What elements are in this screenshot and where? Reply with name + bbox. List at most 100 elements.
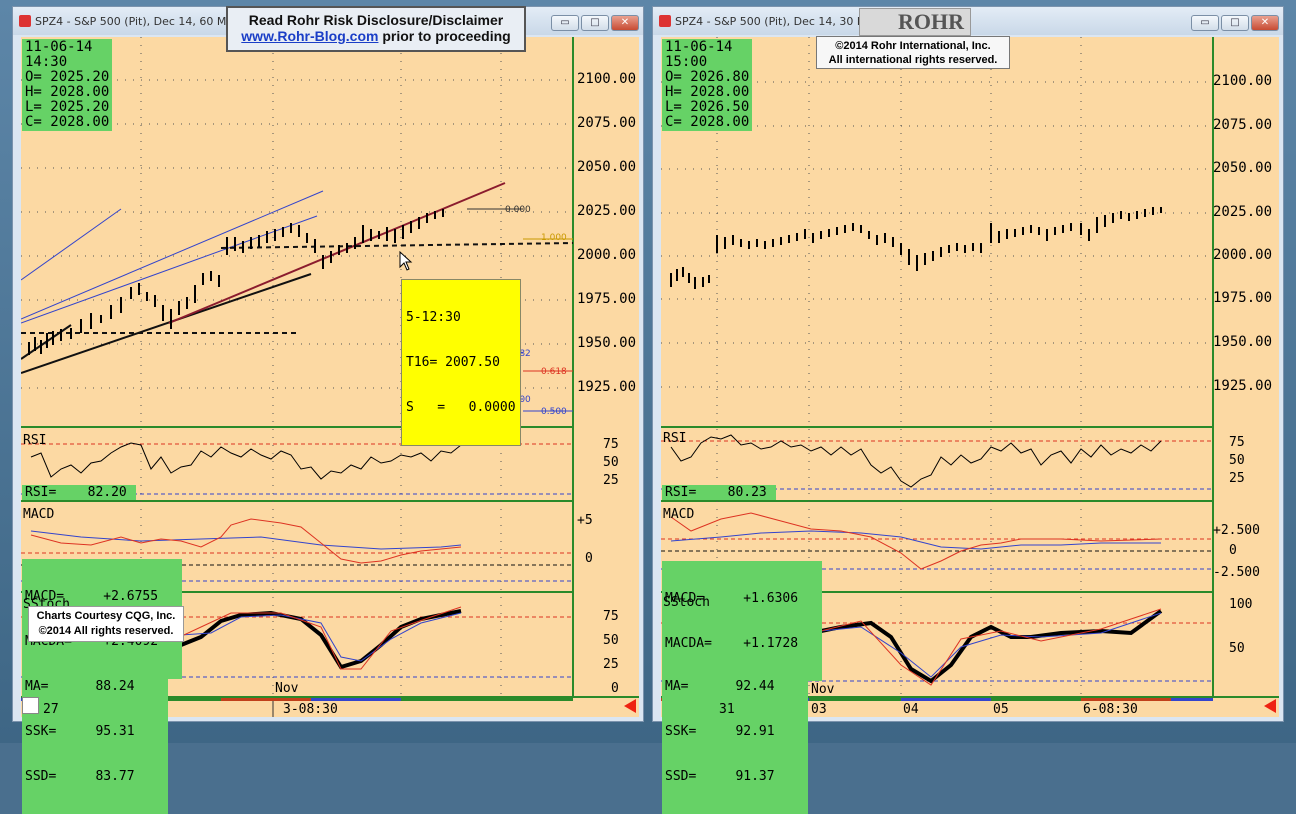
price-tick: 2050.00	[577, 159, 637, 175]
fib-label: 0.618	[541, 367, 567, 377]
cursor-s: S = 0.0000	[406, 400, 516, 415]
ma-value: MA= 92.44	[665, 679, 775, 694]
right-chart-graphics	[661, 37, 1279, 701]
ohlc-open: O= 2025.20	[25, 69, 110, 85]
ohlc-time: 15:00	[665, 54, 708, 70]
ohlc-open: O= 2026.80	[665, 69, 750, 85]
ohlc-date: 11-06-14	[25, 39, 93, 55]
fib-label: 0.000	[505, 205, 531, 215]
cqg-app-icon	[19, 15, 31, 27]
sstoch-tick: 0	[611, 681, 619, 696]
right-window-title: SPZ4 - S&P 500 (Pit), Dec 14, 30 Min	[675, 15, 877, 28]
fib-label: 1.000	[541, 233, 567, 243]
left-window-title: SPZ4 - S&P 500 (Pit), Dec 14, 60 Min	[35, 15, 237, 28]
macda-value: MACDA= +1.1728	[665, 636, 799, 651]
x-axis-label: 31	[719, 702, 735, 717]
left-close-button[interactable]: ✕	[611, 15, 639, 31]
sstoch-values: MA= 92.44 SSK= 92.91 SSD= 91.37	[662, 649, 808, 814]
price-tick: 2000.00	[577, 247, 637, 263]
right-ohlc-box: 11-06-14 15:00 O= 2026.80 H= 2028.00 L= …	[662, 39, 753, 131]
rsi-value: RSI= 82.20	[22, 485, 136, 500]
price-tick: 2025.00	[577, 203, 637, 219]
price-tick: 2075.00	[1213, 117, 1273, 133]
right-chart-window[interactable]: SPZ4 - S&P 500 (Pit), Dec 14, 30 Min ▭ □…	[652, 6, 1284, 814]
price-tick: 2025.00	[1213, 204, 1273, 220]
rsi-tick: 50	[1229, 453, 1245, 468]
chart-corner-box[interactable]	[22, 697, 39, 714]
ohlc-low: L= 2025.20	[25, 99, 110, 115]
price-tick: 2075.00	[577, 115, 637, 131]
x-axis-label: 6-08:30	[1083, 702, 1138, 717]
macd-tick: 0	[585, 551, 593, 566]
x-axis-label: 03	[811, 702, 827, 717]
x-axis-label: Nov	[275, 681, 299, 696]
left-minimize-button[interactable]: ▭	[551, 15, 579, 31]
cqg-line2: ©2014 All rights reserved.	[38, 625, 174, 637]
rsi-tick: 50	[603, 455, 619, 470]
macd-tick: 0	[1229, 543, 1237, 558]
x-axis-label: 27	[43, 702, 59, 717]
disclaimer-line1: Read Rohr Risk Disclosure/Disclaimer	[248, 12, 504, 28]
ohlc-close: C= 2028.00	[25, 114, 110, 130]
macd-pane-title: MACD	[23, 507, 55, 522]
disclaimer-banner: Read Rohr Risk Disclosure/Disclaimer www…	[226, 6, 526, 52]
left-maximize-button[interactable]: □	[581, 15, 609, 31]
sstoch-tick: 75	[603, 609, 619, 624]
left-chart-window[interactable]: SPZ4 - S&P 500 (Pit), Dec 14, 60 Min ▭ □…	[12, 6, 644, 814]
right-scroll-arrow-icon[interactable]	[1264, 699, 1276, 713]
copyright-notice: ©2014 Rohr International, Inc. All inter…	[816, 36, 1010, 69]
left-ohlc-box: 11-06-14 14:30 O= 2025.20 H= 2028.00 L= …	[22, 39, 113, 131]
disclaimer-line2-rest: prior to proceeding	[378, 28, 511, 44]
sstoch-values: MA= 88.24 SSK= 95.31 SSD= 83.77	[22, 649, 168, 814]
macd-tick: +2.500	[1213, 523, 1260, 538]
sstoch-tick: 100	[1229, 597, 1253, 612]
rohr-logo-text: ROHR	[898, 9, 964, 34]
ohlc-high: H= 2028.00	[665, 84, 750, 100]
price-tick: 2000.00	[1213, 247, 1273, 263]
cqg-app-icon	[659, 15, 671, 27]
ssd-value: SSD= 83.77	[25, 769, 135, 784]
sstoch-tick: 25	[603, 657, 619, 672]
cursor-time: 5-12:30	[406, 310, 461, 325]
rsi-tick: 75	[603, 437, 619, 452]
price-tick: 1975.00	[1213, 290, 1273, 306]
rsi-tick: 75	[1229, 435, 1245, 450]
left-scroll-arrow-icon[interactable]	[624, 699, 636, 713]
right-close-button[interactable]: ✕	[1251, 15, 1279, 31]
right-maximize-button[interactable]: □	[1221, 15, 1249, 31]
ohlc-date: 11-06-14	[665, 39, 733, 55]
ssk-value: SSK= 95.31	[25, 724, 135, 739]
sstoch-pane-title: SStoch	[663, 595, 710, 610]
ohlc-time: 14:30	[25, 54, 68, 70]
left-chart-area[interactable]: 11-06-14 14:30 O= 2025.20 H= 2028.00 L= …	[21, 37, 639, 814]
ohlc-close: C= 2028.00	[665, 114, 750, 130]
price-tick: 2100.00	[1213, 73, 1273, 89]
cursor-info-box: 5-12:30 T16= 2007.50 S = 0.0000	[401, 279, 521, 446]
x-axis-label: 05	[993, 702, 1009, 717]
rsi-pane-title: RSI	[23, 433, 47, 448]
copyright-line1: ©2014 Rohr International, Inc.	[835, 40, 991, 52]
rsi-pane-title: RSI	[663, 431, 687, 446]
rsi-tick: 25	[603, 473, 619, 488]
macd-value: MACD= +1.6306	[665, 591, 799, 606]
cursor-t16: T16= 2007.50	[406, 355, 500, 370]
x-axis-label: 04	[903, 702, 919, 717]
mouse-cursor-icon	[399, 251, 413, 271]
price-tick: 1950.00	[577, 335, 637, 351]
x-axis-label: Nov	[811, 682, 835, 697]
right-chart-area[interactable]: 11-06-14 15:00 O= 2026.80 H= 2028.00 L= …	[661, 37, 1279, 814]
price-tick: 1950.00	[1213, 334, 1273, 350]
macd-pane-title: MACD	[663, 507, 695, 522]
price-tick: 1925.00	[1213, 378, 1273, 394]
macd-tick: +5	[577, 513, 593, 528]
macd-tick: -2.500	[1213, 565, 1260, 580]
rsi-tick: 25	[1229, 471, 1245, 486]
rsi-value: RSI= 80.23	[662, 485, 776, 500]
rohr-blog-link[interactable]: www.Rohr-Blog.com	[241, 28, 379, 44]
sstoch-tick: 50	[603, 633, 619, 648]
ma-value: MA= 88.24	[25, 679, 135, 694]
rohr-logo: ROHR	[859, 8, 971, 36]
right-minimize-button[interactable]: ▭	[1191, 15, 1219, 31]
price-tick: 1975.00	[577, 291, 637, 307]
ohlc-high: H= 2028.00	[25, 84, 110, 100]
